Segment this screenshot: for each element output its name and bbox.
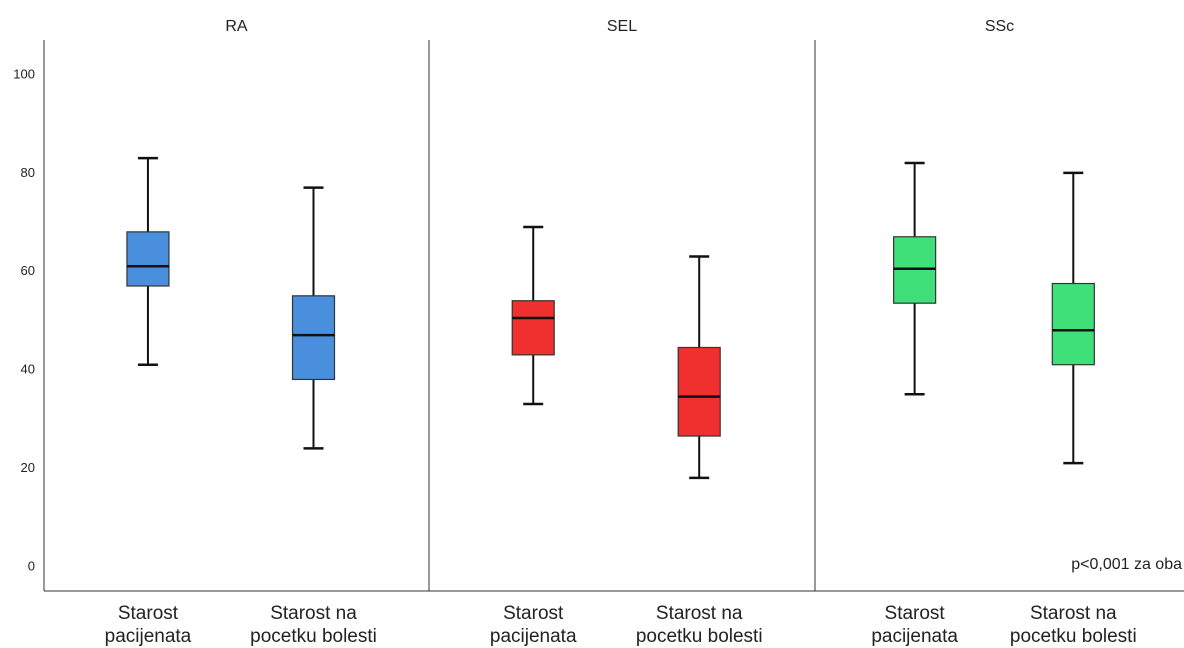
y-tick-label: 60 xyxy=(21,263,35,278)
category-label: pocetku bolesti xyxy=(1010,626,1137,647)
category-label: Starost xyxy=(503,603,564,624)
category-label: pacijenata xyxy=(490,626,577,647)
category-label: Starost xyxy=(118,603,179,624)
y-tick-label: 80 xyxy=(21,165,35,180)
panel-title: SEL xyxy=(607,18,637,35)
y-tick-label: 20 xyxy=(21,460,35,475)
iqr-box xyxy=(291,295,336,381)
category-label: pocetku bolesti xyxy=(250,626,377,647)
p-value-annotation: p<0,001 za oba xyxy=(1071,556,1182,573)
iqr-box xyxy=(126,231,170,287)
y-tick-label: 40 xyxy=(21,362,35,377)
category-label: Starost na xyxy=(270,603,357,624)
category-label: pacijenata xyxy=(871,626,958,647)
category-label: Starost na xyxy=(656,603,743,624)
iqr-box xyxy=(1051,282,1095,366)
category-label: pocetku bolesti xyxy=(636,626,763,647)
category-label: Starost xyxy=(885,603,946,624)
panel-title: SSc xyxy=(985,18,1014,35)
iqr-box xyxy=(511,300,555,356)
iqr-box xyxy=(677,346,721,437)
panel-title: RA xyxy=(225,18,248,35)
y-tick-label: 0 xyxy=(28,558,35,573)
category-label: Starost na xyxy=(1030,603,1117,624)
y-tick-label: 100 xyxy=(13,66,35,81)
category-label: pacijenata xyxy=(105,626,192,647)
